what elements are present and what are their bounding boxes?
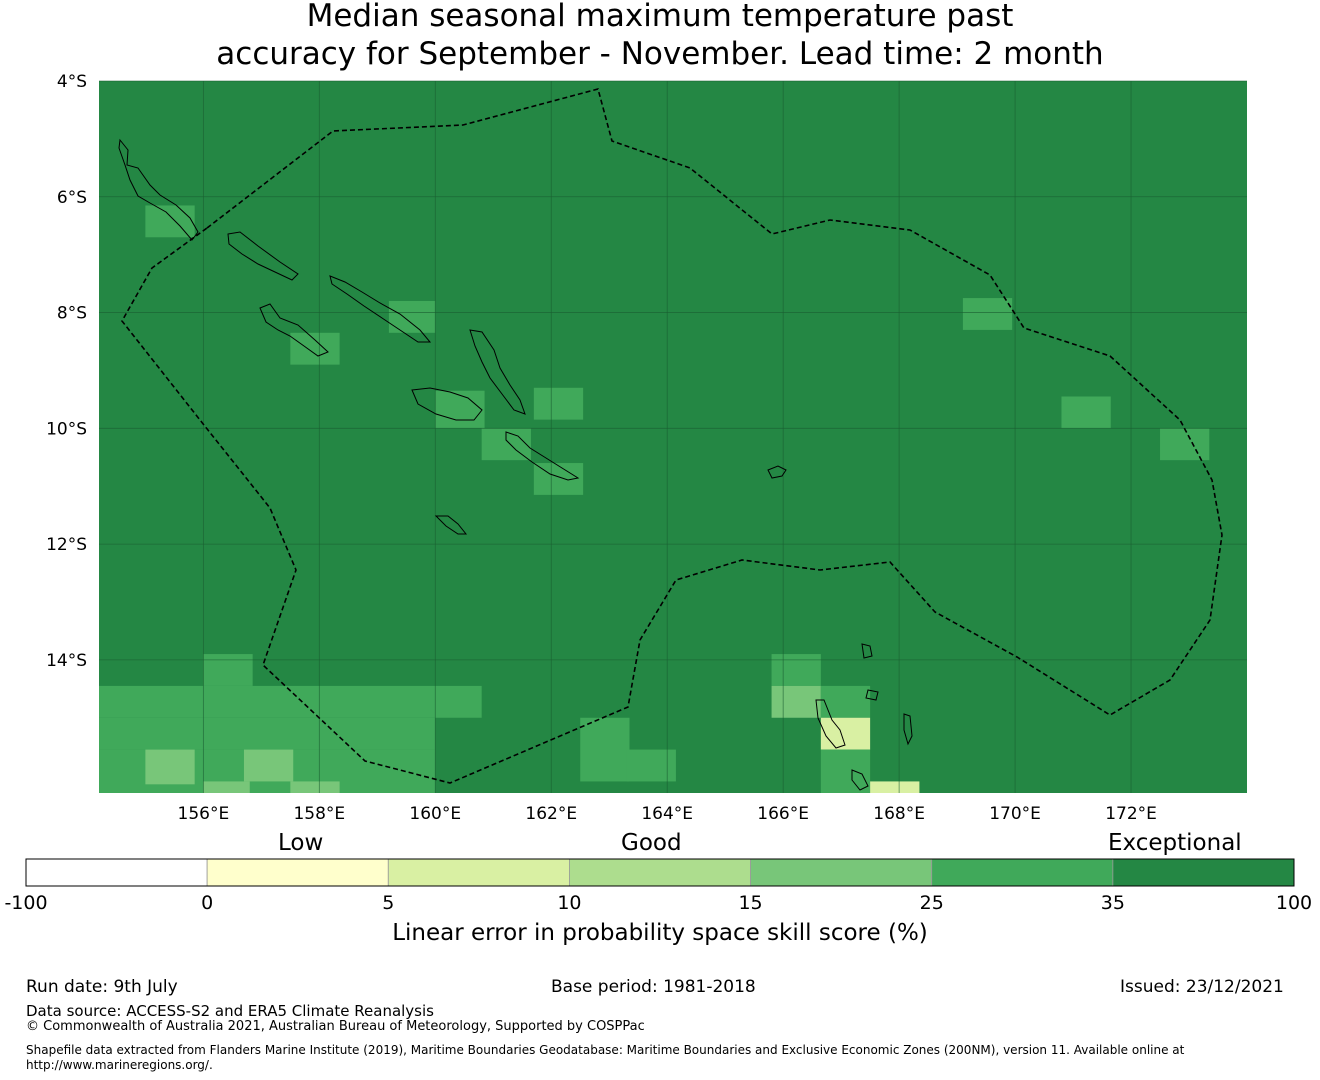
legend-tick-7: 100 — [1276, 892, 1312, 914]
shapefile-credit-line-2: http://www.marineregions.org/. — [26, 1058, 213, 1072]
score-cell-7 — [962, 298, 1013, 330]
score-cell-17 — [290, 781, 340, 793]
legend-axis-label: Linear error in probability space skill … — [392, 920, 928, 946]
score-cell-9 — [1160, 428, 1210, 461]
score-cell-24 — [820, 749, 871, 793]
legend-segment-1 — [206, 858, 389, 887]
score-cell-4 — [435, 390, 485, 429]
chart-title-line-1: Median seasonal maximum temperature past — [306, 0, 1014, 34]
run-date: Run date: 9th July — [26, 977, 178, 997]
legend-tick-5: 25 — [920, 892, 944, 914]
score-cell-10 — [203, 654, 253, 686]
legend-segment-0 — [25, 858, 208, 887]
copyright: © Commonwealth of Australia 2021, Austra… — [26, 1019, 645, 1034]
score-cell-12 — [99, 717, 436, 750]
score-cell-25 — [870, 781, 920, 793]
legend-tick-3: 10 — [557, 892, 581, 914]
choiseul-coastline — [227, 231, 299, 281]
lat-label-1: 6°S — [57, 188, 87, 208]
legend-tick-6: 35 — [1101, 892, 1125, 914]
lon-label-0: 156°E — [178, 804, 230, 824]
score-cell-22 — [820, 685, 871, 718]
score-cell-14 — [145, 749, 195, 785]
rennell-coastline — [434, 515, 468, 535]
score-cell-16 — [203, 781, 250, 793]
malaita-coastline — [469, 329, 526, 415]
eez-boundary — [121, 88, 1223, 784]
legend-frame — [25, 858, 1295, 887]
legend-tick-1: 0 — [201, 892, 213, 914]
island-coastlines — [118, 138, 913, 791]
score-cell-19 — [626, 749, 676, 782]
legend-segment-4 — [750, 858, 933, 887]
espiritu-santo-coastline — [815, 699, 846, 749]
ambae-coastline — [865, 689, 879, 701]
lon-label-2: 160°E — [409, 804, 461, 824]
data-source: Data source: ACCESS-S2 and ERA5 Climate … — [26, 1002, 434, 1020]
map-gridlines — [99, 80, 1247, 793]
score-cell-18 — [580, 717, 630, 782]
legend-category-exceptional: Exceptional — [1108, 830, 1242, 856]
pentecost-coastline — [903, 713, 913, 746]
issued-date: Issued: 23/12/2021 — [1120, 977, 1284, 997]
makira-coastline — [505, 431, 580, 481]
banks-island-coastline — [861, 643, 873, 659]
lat-label-0: 4°S — [57, 72, 87, 92]
score-cell-15 — [243, 749, 294, 782]
lat-label-5: 14°S — [46, 651, 87, 671]
chart-title-line-2: accuracy for September - November. Lead … — [216, 36, 1104, 72]
longitude-labels: 156°E 158°E 160°E 162°E 164°E 166°E 168°E 170°E… — [178, 804, 1157, 824]
legend-tick-2: 5 — [382, 892, 394, 914]
lon-label-1: 158°E — [293, 804, 345, 824]
score-cell-2 — [290, 332, 340, 365]
guadalcanal-coastline — [411, 387, 483, 421]
bougainville-coastline — [118, 138, 199, 241]
legend-segment-6 — [1112, 858, 1295, 887]
lon-label-4: 164°E — [641, 804, 693, 824]
score-cell-23 — [820, 717, 871, 750]
skill-map: 4°S 6°S 8°S 10°S 12°S 14°S 156°E 158°E 160°E 162… — [4, 72, 1312, 914]
score-cells — [99, 205, 1210, 793]
base-period: Base period: 1981-2018 — [551, 977, 756, 997]
lat-label-2: 8°S — [57, 304, 87, 324]
legend-segment-2 — [387, 858, 570, 887]
score-cell-0 — [145, 205, 195, 238]
shapefile-credit-line-1: Shapefile data extracted from Flanders M… — [26, 1043, 1185, 1057]
new-georgia-coastline — [259, 303, 329, 357]
legend-category-low: Low — [278, 830, 324, 856]
lon-label-5: 166°E — [757, 804, 809, 824]
malakula-coastline — [851, 769, 869, 791]
lat-label-4: 12°S — [46, 535, 87, 555]
lon-label-6: 168°E — [873, 804, 925, 824]
score-cell-1 — [388, 300, 436, 333]
legend-segment-5 — [931, 858, 1114, 887]
legend-segment-3 — [569, 858, 751, 887]
legend-colorbar — [25, 858, 1295, 887]
score-cell-21 — [771, 685, 821, 718]
score-cell-20 — [771, 654, 821, 686]
score-cell-3 — [533, 387, 584, 420]
map-background — [99, 81, 1247, 793]
santa-cruz-coastline — [767, 465, 787, 479]
score-cell-8 — [1061, 396, 1111, 429]
legend-tick-4: 15 — [738, 892, 762, 914]
lon-label-8: 172°E — [1105, 804, 1157, 824]
legend-tick-labels: -100 0 5 10 15 25 35 100 — [4, 892, 1312, 914]
legend-tick-0: -100 — [4, 892, 47, 914]
lon-label-3: 162°E — [525, 804, 577, 824]
lat-label-3: 10°S — [46, 419, 87, 439]
lon-label-7: 170°E — [989, 804, 1041, 824]
latitude-labels: 4°S 6°S 8°S 10°S 12°S 14°S — [46, 72, 87, 671]
santa-isabel-coastline — [329, 275, 432, 343]
legend-category-good: Good — [621, 830, 682, 856]
